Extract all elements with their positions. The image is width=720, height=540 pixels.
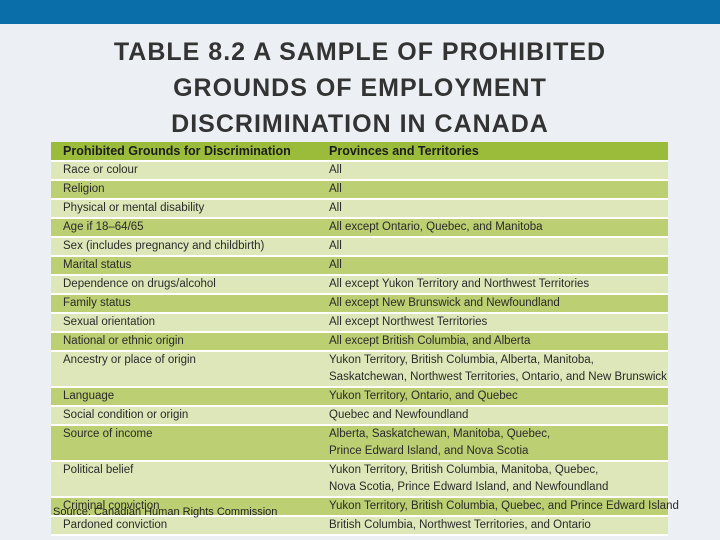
provinces-line: All [329, 202, 342, 214]
provinces-cell: Alberta, Saskatchewan, Manitoba, Quebec,… [317, 425, 668, 462]
provinces-line: Alberta, Saskatchewan, Manitoba, Quebec, [329, 428, 551, 440]
table-row: Language Yukon Territory, Ontario, and Qu… [51, 387, 668, 407]
title-line-3: DISCRIMINATION IN CANADA [171, 110, 549, 138]
title-line-2: GROUNDS OF EMPLOYMENT [173, 74, 547, 102]
table-row: Social condition or origin Quebec and New… [51, 406, 668, 426]
ground-cell: Dependence on drugs/alcohol [51, 275, 317, 295]
table-row: Sex (includes pregnancy and childbirth) A… [51, 237, 668, 257]
provinces-line: Yukon Territory, Ontario, and Quebec [329, 390, 518, 402]
provinces-cell: Yukon Territory, British Columbia, Quebe… [317, 497, 679, 517]
provinces-cell: British Columbia, Northwest Territories,… [317, 516, 668, 536]
provinces-cell: Yukon Territory, Ontario, and Quebec [317, 387, 668, 407]
provinces-line: All except Northwest Territories [329, 316, 488, 328]
ground-cell: Race or colour [51, 161, 317, 181]
table-row: Criminal conviction Yukon Territory, Brit… [51, 497, 679, 517]
table-row: Political belief Yukon Territory, British… [51, 461, 668, 498]
top-accent-bar [0, 0, 720, 24]
provinces-cell: All except Yukon Territory and Northwest… [317, 275, 668, 295]
provinces-cell: All [317, 256, 668, 276]
provinces-line: Yukon Territory, British Columbia, Quebe… [329, 500, 679, 512]
ground-cell: Language [51, 387, 317, 407]
provinces-line: Yukon Territory, British Columbia, Manit… [329, 464, 599, 476]
source-note: Source: Canadian Human Rights Commission [53, 506, 278, 518]
ground-cell: Sexual orientation [51, 313, 317, 333]
provinces-line: All except British Columbia, and Alberta [329, 335, 531, 347]
prohibited-grounds-table: Prohibited Grounds for Discrimination Pr… [51, 142, 679, 536]
ground-cell: Sex (includes pregnancy and childbirth) [51, 237, 317, 257]
provinces-line: All except New Brunswick and Newfoundlan… [329, 297, 560, 309]
table-row: Dependence on drugs/alcohol All except Yu… [51, 275, 668, 295]
ground-cell: Religion [51, 180, 317, 200]
discrimination-table-panel: Prohibited Grounds for Discrimination Pr… [51, 142, 679, 536]
table-row: Race or colour All [51, 161, 668, 181]
table-row: Religion All [51, 180, 668, 200]
table-body: Race or colour All Religion All Physical or … [51, 161, 679, 536]
header-provinces-territories: Provinces and Territories [317, 142, 668, 162]
ground-cell: Political belief [51, 461, 317, 498]
provinces-line: British Columbia, Northwest Territories,… [329, 519, 591, 531]
table-row: Pardoned conviction British Columbia, Nor… [51, 516, 668, 536]
provinces-line: All [329, 259, 342, 271]
provinces-line: Nova Scotia, Prince Edward Island, and N… [329, 481, 609, 493]
provinces-line: All [329, 183, 342, 195]
provinces-cell: Quebec and Newfoundland [317, 406, 668, 426]
provinces-line: All [329, 164, 342, 176]
slide-title: TABLE 8.2 A SAMPLE OF PROHIBITED GROUNDS… [30, 34, 690, 142]
ground-cell: Criminal conviction [51, 497, 317, 517]
ground-cell: Ancestry or place of origin [51, 351, 317, 388]
ground-cell: Pardoned conviction [51, 516, 317, 536]
table-row: National or ethnic origin All except Brit… [51, 332, 668, 352]
ground-cell: Marital status [51, 256, 317, 276]
ground-cell: Social condition or origin [51, 406, 317, 426]
ground-cell: Physical or mental disability [51, 199, 317, 219]
provinces-line: All [329, 240, 342, 252]
ground-cell: National or ethnic origin [51, 332, 317, 352]
table-row: Age if 18–64/65 All except Ontario, Quebe… [51, 218, 668, 238]
ground-cell: Source of income [51, 425, 317, 462]
provinces-line: Saskatchewan, Northwest Territories, Ont… [329, 371, 667, 383]
provinces-line: All except Yukon Territory and Northwest… [329, 278, 590, 290]
provinces-cell: All except New Brunswick and Newfoundlan… [317, 294, 668, 314]
provinces-cell: All except Ontario, Quebec, and Manitoba [317, 218, 668, 238]
provinces-line: Prince Edward Island, and Nova Scotia [329, 445, 529, 457]
table-row: Sexual orientation All except Northwest T… [51, 313, 668, 333]
title-line-1: TABLE 8.2 A SAMPLE OF PROHIBITED [113, 38, 607, 66]
provinces-cell: All [317, 180, 668, 200]
table-row: Ancestry or place of origin Yukon Territo… [51, 351, 668, 388]
provinces-cell: All [317, 237, 668, 257]
provinces-line: Quebec and Newfoundland [329, 409, 469, 421]
provinces-cell: Yukon Territory, British Columbia, Alber… [317, 351, 668, 388]
provinces-cell: All except Northwest Territories [317, 313, 668, 333]
ground-cell: Family status [51, 294, 317, 314]
header-prohibited-grounds: Prohibited Grounds for Discrimination [51, 142, 317, 162]
table-row: Physical or mental disability All [51, 199, 668, 219]
provinces-line: All except Ontario, Quebec, and Manitoba [329, 221, 543, 233]
table-row: Source of income Alberta, Saskatchewan, M… [51, 425, 668, 462]
provinces-cell: All except British Columbia, and Alberta [317, 332, 668, 352]
table-row: Family status All except New Brunswick an… [51, 294, 668, 314]
provinces-cell: All [317, 161, 668, 181]
provinces-line: Yukon Territory, British Columbia, Alber… [329, 354, 594, 366]
table-row: Marital status All [51, 256, 668, 276]
provinces-cell: Yukon Territory, British Columbia, Manit… [317, 461, 668, 498]
table-header-row: Prohibited Grounds for Discrimination Pr… [51, 142, 668, 162]
provinces-cell: All [317, 199, 668, 219]
ground-cell: Age if 18–64/65 [51, 218, 317, 238]
